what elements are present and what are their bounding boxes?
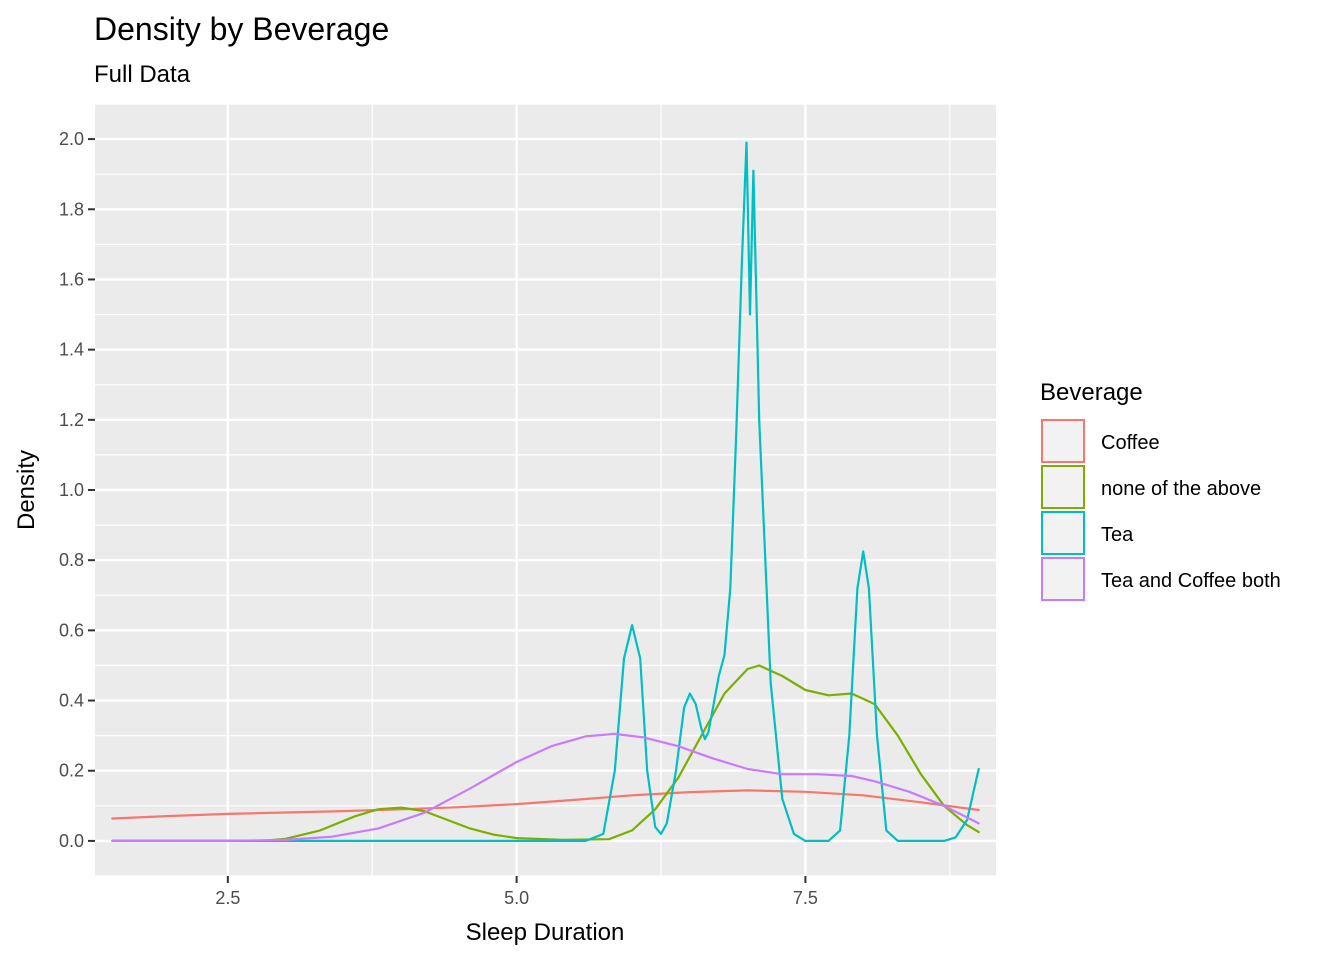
- y-tick-label: 1.4: [59, 340, 84, 360]
- legend-label-coffee: Coffee: [1101, 432, 1160, 454]
- legend-key-tea-and-coffee-both: [1041, 557, 1085, 601]
- legend-label-tea: Tea: [1101, 524, 1134, 546]
- legend-title: Beverage: [1040, 379, 1143, 406]
- y-axis-title: Density: [13, 450, 40, 530]
- y-tick-label: 0.8: [59, 550, 84, 570]
- y-tick-label: 0.6: [59, 620, 84, 640]
- y-tick-label: 0.2: [59, 761, 84, 781]
- y-axis: 0.0 0.2 0.4 0.6 0.8 1.0 1.2 1.4 1.6 1.8 2.0: [59, 129, 95, 851]
- x-axis-title: Sleep Duration: [466, 919, 625, 946]
- y-tick-label: 2.0: [59, 129, 84, 149]
- x-axis: 2.5 5.0 7.5: [215, 876, 818, 908]
- legend-key-coffee: [1041, 419, 1085, 463]
- chart-subtitle: Full Data: [94, 61, 191, 88]
- y-tick-label: 1.2: [59, 410, 84, 430]
- legend-label-none-of-the-above: none of the above: [1101, 478, 1261, 500]
- x-tick-label: 2.5: [215, 888, 240, 908]
- x-tick-label: 5.0: [504, 888, 529, 908]
- chart-title: Density by Beverage: [94, 11, 389, 47]
- legend-key-none-of-the-above: [1041, 465, 1085, 509]
- y-tick-label: 1.8: [59, 199, 84, 219]
- x-tick-label: 7.5: [793, 888, 818, 908]
- legend: Beverage Coffee none of the above Tea Tea a…: [1040, 379, 1281, 601]
- density-lines: [111, 141, 980, 842]
- legend-label-tea-and-coffee-both: Tea and Coffee both: [1101, 570, 1281, 592]
- y-tick-label: 0.0: [59, 831, 84, 851]
- minor-gridlines: [95, 103, 996, 877]
- density-line-tea: [111, 141, 980, 842]
- density-line-coffee: [111, 789, 980, 820]
- y-tick-label: 0.4: [59, 691, 84, 711]
- legend-key-tea: [1041, 511, 1085, 555]
- y-tick-label: 1.0: [59, 480, 84, 500]
- density-line-tea-and-coffee-both: [111, 732, 980, 842]
- y-tick-label: 1.6: [59, 269, 84, 289]
